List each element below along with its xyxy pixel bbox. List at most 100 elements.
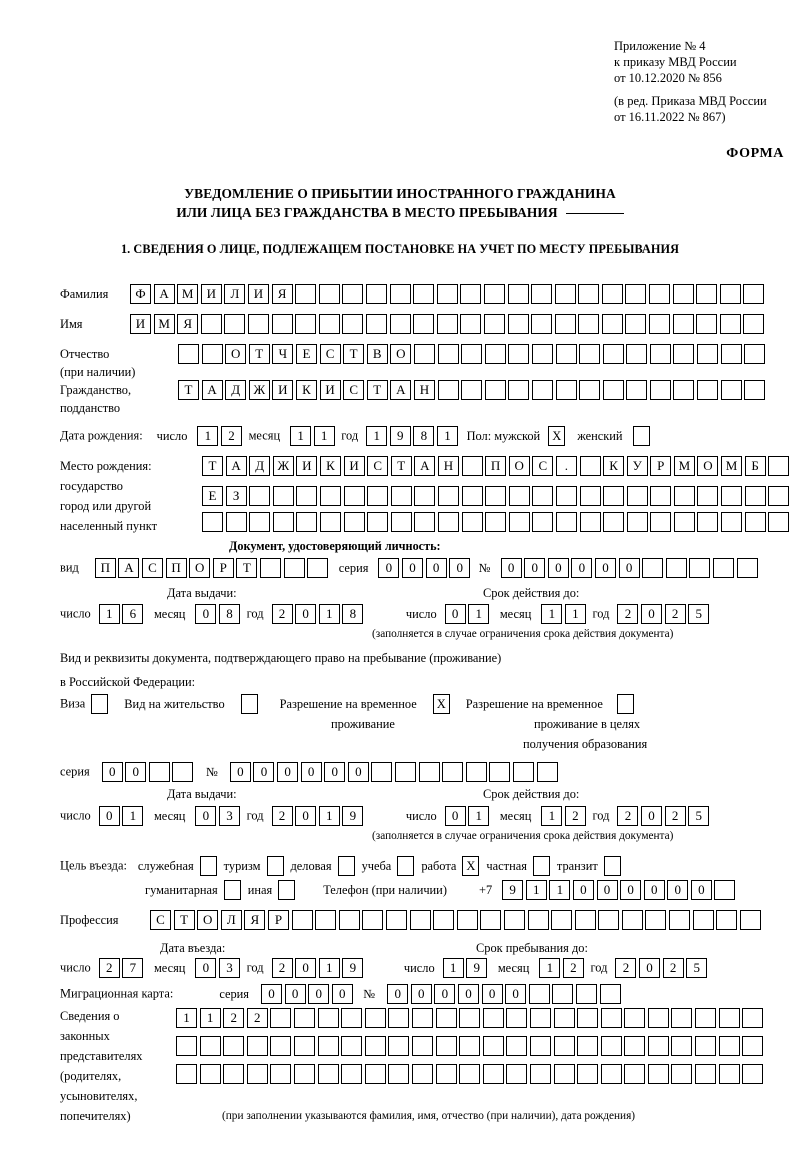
char-box[interactable] bbox=[249, 512, 271, 532]
char-box[interactable]: 2 bbox=[615, 958, 637, 978]
char-box[interactable] bbox=[465, 762, 487, 782]
char-box[interactable] bbox=[744, 380, 766, 400]
char-box[interactable] bbox=[744, 512, 766, 532]
char-box[interactable]: А bbox=[118, 558, 140, 578]
char-box[interactable] bbox=[342, 314, 364, 334]
char-box[interactable]: Ч bbox=[272, 344, 294, 364]
char-box[interactable] bbox=[697, 486, 719, 506]
char-box[interactable] bbox=[506, 1036, 528, 1056]
char-box[interactable]: Ж bbox=[272, 456, 294, 476]
char-box[interactable]: 1 bbox=[199, 1008, 221, 1028]
char-box[interactable]: 0 bbox=[195, 604, 217, 624]
char-box[interactable]: Н bbox=[413, 380, 435, 400]
char-box[interactable] bbox=[624, 1064, 646, 1084]
char-box[interactable]: М bbox=[177, 284, 199, 304]
char-box[interactable]: К bbox=[295, 380, 317, 400]
char-box[interactable]: К bbox=[319, 456, 341, 476]
birthplace-row-3[interactable] bbox=[202, 512, 792, 532]
char-box[interactable] bbox=[461, 456, 483, 476]
char-box[interactable] bbox=[742, 1064, 764, 1084]
char-box[interactable]: О bbox=[197, 910, 219, 930]
char-box[interactable]: 9 bbox=[502, 880, 524, 900]
char-box[interactable] bbox=[508, 380, 530, 400]
char-box[interactable] bbox=[714, 880, 736, 900]
char-box[interactable] bbox=[411, 1036, 433, 1056]
char-box[interactable] bbox=[270, 1036, 292, 1056]
char-box[interactable] bbox=[413, 314, 435, 334]
char-box[interactable]: 2 bbox=[664, 806, 686, 826]
char-box[interactable] bbox=[528, 984, 550, 1004]
char-box[interactable] bbox=[172, 762, 194, 782]
char-box[interactable] bbox=[270, 1008, 292, 1028]
char-box[interactable] bbox=[460, 314, 482, 334]
char-box[interactable] bbox=[603, 512, 625, 532]
char-box[interactable]: М bbox=[721, 456, 743, 476]
char-box[interactable]: 0 bbox=[524, 558, 546, 578]
char-box[interactable] bbox=[600, 1064, 622, 1084]
char-box[interactable]: Т bbox=[202, 456, 223, 476]
char-box[interactable]: В bbox=[366, 344, 388, 364]
char-box[interactable]: 7 bbox=[122, 958, 144, 978]
char-box[interactable] bbox=[436, 314, 458, 334]
char-box[interactable] bbox=[413, 284, 435, 304]
char-box[interactable]: 0 bbox=[387, 984, 409, 1004]
char-box[interactable]: 0 bbox=[500, 558, 522, 578]
char-box[interactable] bbox=[456, 910, 478, 930]
char-box[interactable] bbox=[367, 512, 389, 532]
char-box[interactable] bbox=[647, 1036, 669, 1056]
char-box[interactable] bbox=[319, 486, 341, 506]
char-box[interactable] bbox=[744, 344, 766, 364]
char-box[interactable] bbox=[555, 512, 577, 532]
char-box[interactable]: 0 bbox=[253, 762, 275, 782]
char-box[interactable] bbox=[626, 486, 648, 506]
char-box[interactable]: 3 bbox=[219, 806, 241, 826]
char-box[interactable] bbox=[579, 456, 601, 476]
char-box[interactable] bbox=[625, 314, 647, 334]
char-box[interactable] bbox=[176, 1064, 197, 1084]
char-box[interactable] bbox=[388, 1036, 410, 1056]
purpose-option-checkbox[interactable] bbox=[337, 856, 355, 876]
char-box[interactable] bbox=[506, 1008, 528, 1028]
char-box[interactable] bbox=[307, 558, 329, 578]
char-box[interactable] bbox=[483, 314, 505, 334]
char-box[interactable] bbox=[317, 1064, 339, 1084]
char-box[interactable] bbox=[647, 1064, 669, 1084]
char-box[interactable] bbox=[437, 486, 459, 506]
char-box[interactable]: 0 bbox=[641, 604, 663, 624]
char-box[interactable]: Т bbox=[236, 558, 258, 578]
char-box[interactable]: И bbox=[272, 380, 294, 400]
char-box[interactable]: 1 bbox=[176, 1008, 197, 1028]
char-box[interactable]: А bbox=[414, 456, 436, 476]
char-box[interactable] bbox=[673, 512, 695, 532]
char-box[interactable] bbox=[341, 1036, 363, 1056]
char-box[interactable]: 0 bbox=[195, 958, 217, 978]
temp-residence-checkbox[interactable]: X bbox=[432, 694, 450, 714]
char-box[interactable]: У bbox=[626, 456, 648, 476]
char-box[interactable] bbox=[411, 1008, 433, 1028]
purpose-option-checkbox[interactable] bbox=[603, 856, 621, 876]
char-box[interactable] bbox=[720, 344, 742, 364]
char-box[interactable] bbox=[672, 314, 694, 334]
char-box[interactable] bbox=[482, 1008, 504, 1028]
char-box[interactable]: 0 bbox=[643, 880, 665, 900]
char-box[interactable] bbox=[385, 910, 407, 930]
char-box[interactable]: 1 bbox=[197, 426, 219, 446]
char-box[interactable]: О bbox=[225, 344, 247, 364]
char-box[interactable] bbox=[485, 512, 507, 532]
char-box[interactable]: 1 bbox=[564, 604, 586, 624]
char-box[interactable]: 0 bbox=[425, 558, 447, 578]
char-box[interactable]: 6 bbox=[122, 604, 144, 624]
char-box[interactable] bbox=[531, 344, 553, 364]
char-box[interactable] bbox=[364, 1036, 386, 1056]
char-box[interactable] bbox=[768, 486, 790, 506]
char-box[interactable]: Т bbox=[178, 380, 199, 400]
